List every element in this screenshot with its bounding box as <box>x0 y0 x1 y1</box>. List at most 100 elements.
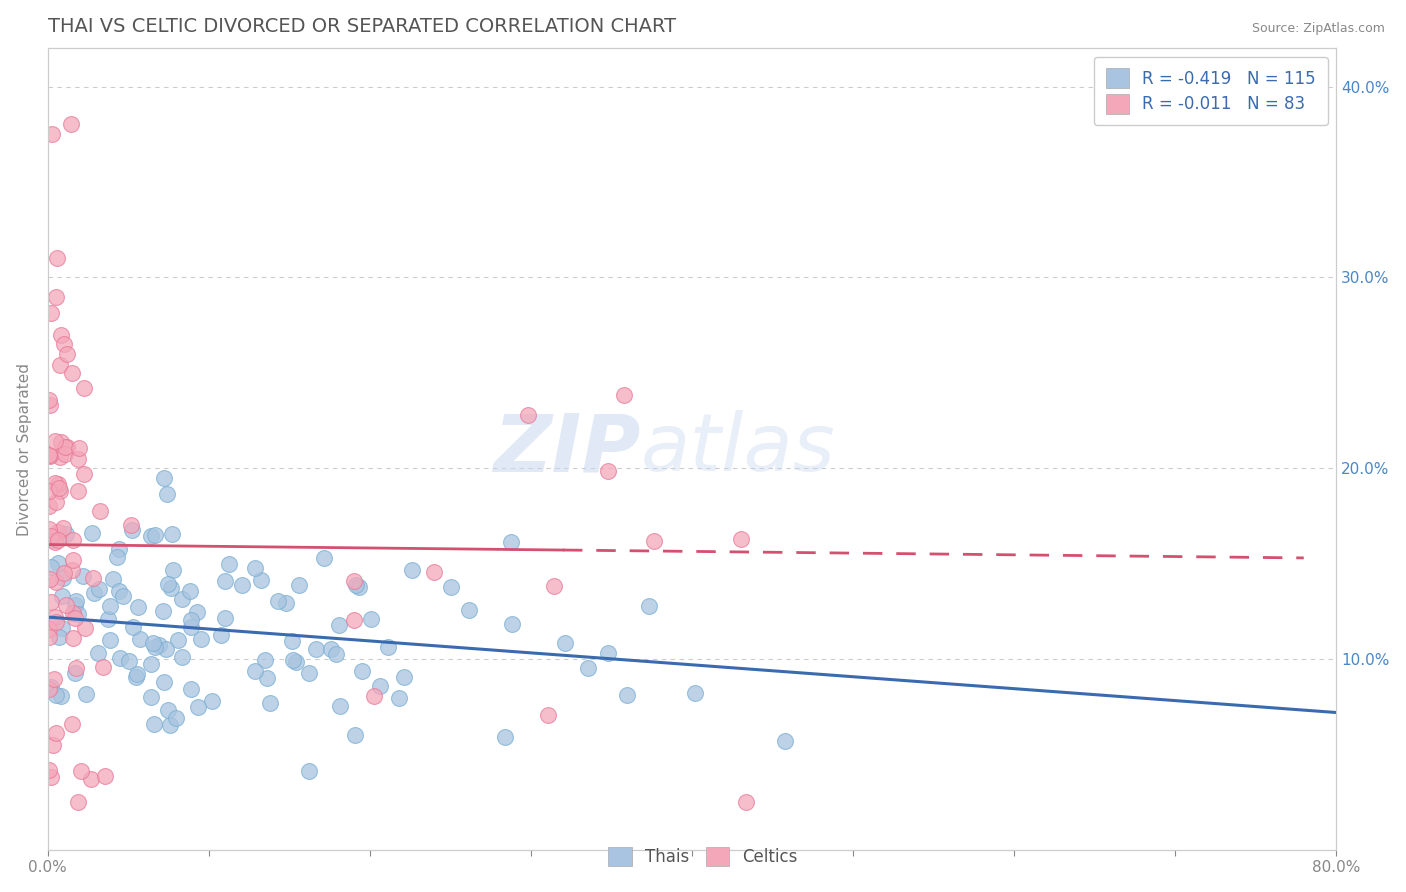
Point <box>392 670 415 684</box>
Point <box>328 618 350 632</box>
Point <box>98 599 121 614</box>
Point <box>65 599 87 613</box>
Point <box>170 592 193 607</box>
Point <box>283 653 305 667</box>
Point <box>73 467 96 481</box>
Point <box>125 666 148 681</box>
Point <box>370 679 392 693</box>
Point <box>578 661 600 675</box>
Point <box>67 441 90 455</box>
Point <box>55 440 77 454</box>
Point <box>108 583 131 598</box>
Text: THAI VS CELTIC DIVORCED OR SEPARATED CORRELATION CHART: THAI VS CELTIC DIVORCED OR SEPARATED COR… <box>48 17 676 36</box>
Point <box>44 672 66 686</box>
Point <box>46 476 69 491</box>
Point <box>49 690 72 704</box>
Point <box>46 524 69 539</box>
Point <box>245 664 267 678</box>
Point <box>160 581 183 595</box>
Point <box>201 694 224 708</box>
Point <box>67 484 90 499</box>
Point <box>97 612 120 626</box>
Point <box>180 620 202 634</box>
Point <box>142 636 165 650</box>
Point <box>56 441 79 455</box>
Point <box>501 535 523 549</box>
Point <box>44 535 66 549</box>
Point <box>145 528 167 542</box>
Point <box>46 557 69 571</box>
Point <box>49 358 72 372</box>
Point <box>139 690 162 704</box>
Point <box>38 630 60 644</box>
Point <box>38 448 60 462</box>
Point <box>66 452 89 467</box>
Point <box>347 580 370 594</box>
Point <box>45 726 67 740</box>
Point <box>285 655 308 669</box>
Point <box>51 590 73 604</box>
Y-axis label: Divorced or Separated: Divorced or Separated <box>17 363 32 535</box>
Point <box>45 689 67 703</box>
Point <box>118 654 141 668</box>
Point <box>156 486 179 500</box>
Point <box>75 687 97 701</box>
Point <box>48 481 70 495</box>
Point <box>44 610 66 624</box>
Text: ZIP: ZIP <box>494 410 640 488</box>
Point <box>214 610 236 624</box>
Point <box>69 764 91 778</box>
Point <box>129 632 152 646</box>
Point <box>45 290 67 304</box>
Point <box>276 596 298 610</box>
Point <box>156 577 179 591</box>
Point <box>39 450 62 464</box>
Point <box>305 642 328 657</box>
Point <box>41 127 63 141</box>
Point <box>159 718 181 732</box>
Point <box>122 620 145 634</box>
Point <box>250 573 273 587</box>
Point <box>596 464 619 478</box>
Point <box>39 595 62 609</box>
Legend: R = -0.419   N = 115, R = -0.011   N = 83: R = -0.419 N = 115, R = -0.011 N = 83 <box>1094 57 1327 125</box>
Point <box>319 642 342 657</box>
Point <box>180 681 202 696</box>
Point <box>38 681 60 696</box>
Point <box>62 533 84 548</box>
Point <box>62 607 84 621</box>
Point <box>103 572 125 586</box>
Point <box>124 670 146 684</box>
Point <box>401 563 423 577</box>
Point <box>39 572 62 586</box>
Point <box>352 664 374 678</box>
Point <box>148 638 170 652</box>
Point <box>141 657 163 671</box>
Point <box>41 533 63 547</box>
Point <box>439 580 461 594</box>
Point <box>80 772 103 786</box>
Point <box>49 450 72 464</box>
Point <box>186 606 208 620</box>
Point <box>45 575 67 590</box>
Point <box>214 574 236 588</box>
Point <box>94 769 117 783</box>
Point <box>89 504 111 518</box>
Point <box>218 558 240 572</box>
Point <box>63 666 86 681</box>
Legend: Thais, Celtics: Thais, Celtics <box>600 838 806 875</box>
Point <box>156 703 179 717</box>
Point <box>98 633 121 648</box>
Point <box>46 533 69 547</box>
Point <box>60 563 83 577</box>
Point <box>38 763 60 777</box>
Point <box>112 589 135 603</box>
Point <box>643 533 665 548</box>
Point <box>259 696 281 710</box>
Point <box>45 495 67 509</box>
Point <box>48 483 70 498</box>
Point <box>344 728 367 742</box>
Point <box>80 525 103 540</box>
Point <box>127 599 149 614</box>
Point <box>288 578 311 592</box>
